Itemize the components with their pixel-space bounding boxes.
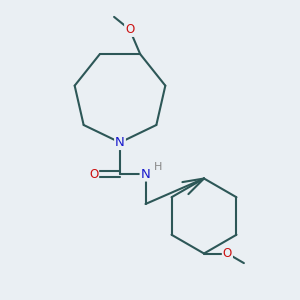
Text: N: N bbox=[115, 136, 125, 149]
Text: O: O bbox=[89, 167, 98, 181]
Text: O: O bbox=[125, 23, 134, 36]
Text: H: H bbox=[154, 162, 162, 172]
Text: O: O bbox=[223, 247, 232, 260]
Text: N: N bbox=[141, 167, 150, 181]
